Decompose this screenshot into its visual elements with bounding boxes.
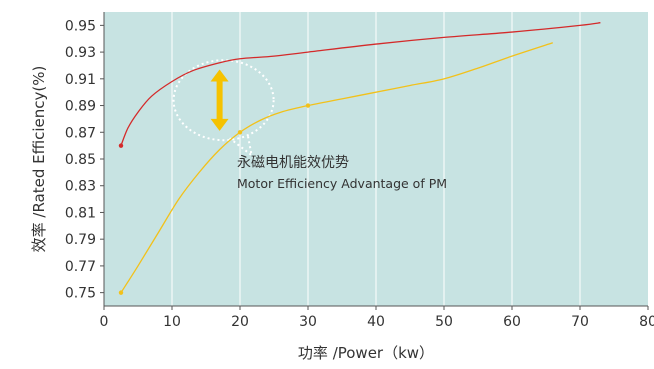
y-tick-label: 0.91 — [65, 72, 96, 88]
annotation-text-en: Motor Efficiency Advantage of PM — [237, 176, 447, 191]
x-tick-label: 30 — [299, 314, 317, 330]
series-point-1 — [118, 143, 124, 148]
y-tick-label: 0.87 — [65, 125, 96, 141]
y-tick-label: 0.93 — [65, 45, 96, 61]
y-tick-label: 0.75 — [65, 286, 96, 302]
series-lines — [118, 22, 601, 295]
x-tick-label: 0 — [100, 314, 109, 330]
x-tick-label: 10 — [163, 314, 181, 330]
annotation-text-cn: 永磁电机能效优势 — [237, 155, 349, 171]
callout-ellipse — [172, 59, 275, 142]
y-tick-label: 0.95 — [65, 18, 96, 34]
y-tick-label: 0.89 — [65, 99, 96, 115]
y-tick-label: 0.85 — [65, 152, 96, 168]
annotation-callout — [172, 59, 275, 158]
series-point-2 — [305, 103, 311, 108]
x-tick-label: 60 — [503, 314, 521, 330]
x-axis-title: 功率 /Power（kw） — [298, 344, 434, 362]
x-tick-label: 80 — [639, 314, 654, 330]
y-tick-label: 0.81 — [65, 205, 96, 221]
y-axis-title: 效率 /Rated Efficiency(%) — [30, 66, 48, 253]
x-tick-labels: 0 10 20 30 40 50 60 70 80 — [100, 314, 654, 330]
arrow-head-up — [210, 69, 229, 82]
x-tick-label: 50 — [435, 314, 453, 330]
series-line-2 — [120, 42, 554, 293]
arrow-head-down — [210, 118, 229, 131]
y-tick-label: 0.83 — [65, 179, 96, 195]
x-tick-label: 70 — [571, 314, 589, 330]
x-tick-label: 20 — [231, 314, 249, 330]
series-point-2 — [237, 130, 243, 135]
axes — [100, 12, 649, 310]
x-tick-label: 40 — [367, 314, 385, 330]
y-tick-label: 0.79 — [65, 232, 96, 248]
y-tick-label: 0.77 — [65, 259, 96, 275]
y-tick-labels: 0.75 0.77 0.79 0.81 0.83 0.85 0.87 0.89 0.91 0.93… — [65, 18, 96, 301]
series-point-2 — [118, 290, 124, 295]
efficiency-arrow — [210, 69, 229, 131]
grid-lines — [171, 12, 581, 306]
arrow-shaft — [216, 79, 223, 121]
series-line-1 — [120, 22, 601, 146]
